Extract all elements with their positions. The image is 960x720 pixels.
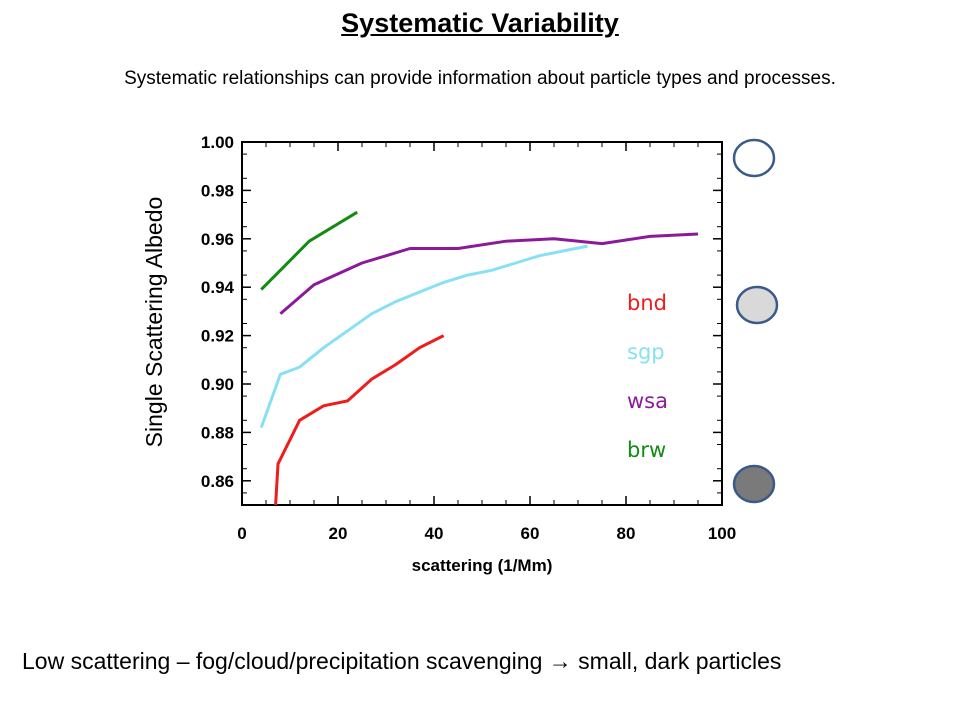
series-line-wsa (279, 232, 699, 315)
legend-entry-sgp: sgp (627, 340, 665, 364)
y-tick-label: 0.92 (201, 327, 234, 346)
x-tick-label: 0 (237, 524, 246, 543)
albedo-chart: 0 20 40 60 80 100 0.86 0.88 0.90 0.92 0.94 0.96 0.9… (141, 133, 779, 575)
y-tick-label: 0.90 (201, 375, 234, 394)
series-line-sgp (259, 244, 588, 429)
slide-subtitle: Systematic relationships can provide inf… (124, 68, 836, 89)
x-axis-label: scattering (1/Mm) (412, 556, 553, 575)
y-tick-label: 0.94 (201, 278, 235, 297)
legend-entry-bnd: bnd (627, 291, 667, 315)
y-axis-label: Single Scattering Albedo (141, 197, 167, 448)
legend: bnd sgp wsa brw (627, 291, 668, 462)
circle-markers (732, 138, 779, 504)
x-tick-label: 20 (329, 524, 348, 543)
x-tick-label: 80 (617, 524, 636, 543)
y-tick-label: 0.98 (201, 181, 234, 200)
axis-ticks (241, 141, 723, 506)
slide-title: Systematic Variability (341, 8, 619, 38)
white-circle-marker (732, 138, 776, 178)
y-tick-label: 0.88 (201, 423, 234, 442)
legend-entry-wsa: wsa (627, 389, 668, 413)
light-gray-circle-marker (735, 285, 779, 325)
series-line-brw (260, 210, 358, 291)
y-tick-labels: 0.86 0.88 0.90 0.92 0.94 0.96 0.98 1.00 (201, 133, 235, 491)
y-tick-label: 1.00 (201, 133, 234, 152)
x-tick-labels: 0 20 40 60 80 100 (237, 524, 736, 543)
legend-entry-brw: brw (627, 438, 666, 462)
x-tick-label: 100 (708, 524, 736, 543)
slide-footer: Low scattering – fog/cloud/precipitation… (22, 648, 782, 674)
y-tick-label: 0.96 (201, 230, 234, 249)
dark-gray-circle-marker (732, 464, 776, 504)
x-tick-label: 60 (521, 524, 540, 543)
y-tick-label: 0.86 (201, 472, 234, 491)
series-lines (259, 210, 699, 506)
series-line-bnd (274, 334, 445, 506)
x-tick-label: 40 (425, 524, 444, 543)
